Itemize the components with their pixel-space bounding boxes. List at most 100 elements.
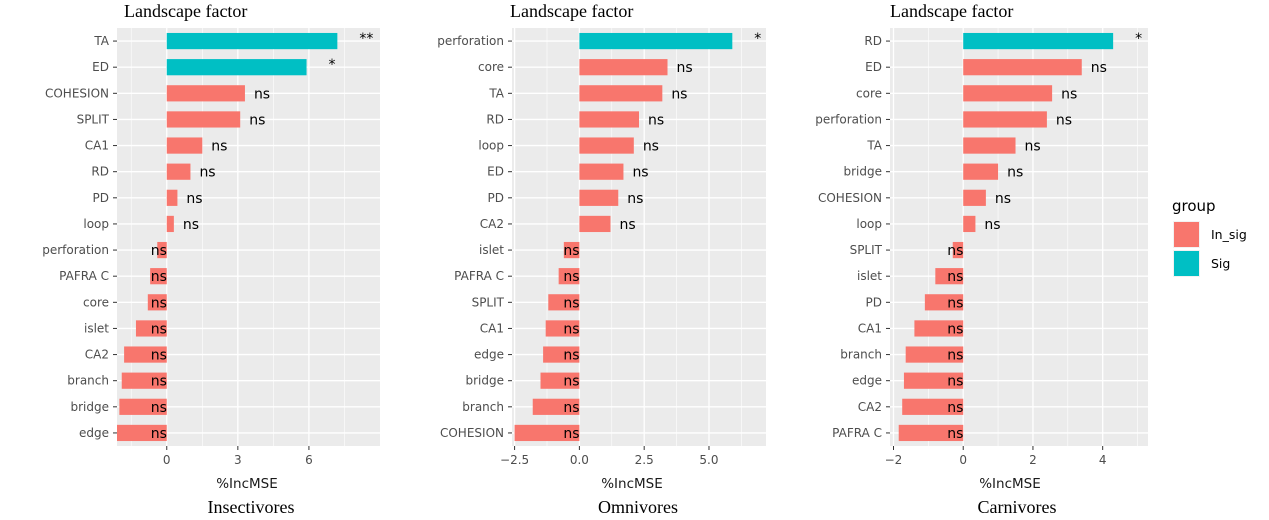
y-tick-label: bridge — [70, 400, 109, 414]
bar-branch — [121, 372, 167, 389]
significance-label: ns — [151, 269, 167, 285]
significance-label: ns — [563, 400, 579, 416]
y-tick-label: TA — [93, 34, 109, 48]
significance-label: ns — [563, 348, 579, 364]
y-tick-label: loop — [478, 139, 504, 153]
y-tick-label: core — [83, 295, 109, 309]
bar-pd — [579, 189, 619, 206]
significance-label: ns — [947, 321, 963, 337]
y-tick-label: perforation — [437, 34, 504, 48]
y-tick-label: SPLIT — [472, 295, 505, 309]
significance-label: ns — [563, 321, 579, 337]
y-tick-label: edge — [852, 374, 882, 388]
y-tick-label: branch — [67, 374, 109, 388]
significance-label: ns — [183, 217, 199, 233]
x-tick-label: 2.5 — [635, 453, 654, 467]
significance-label: ns — [619, 217, 635, 233]
significance-label: ns — [249, 112, 265, 128]
y-tick-label: loop — [856, 217, 882, 231]
bar-pafra-c — [150, 268, 167, 285]
bar-rd — [166, 163, 191, 180]
bar-islet — [935, 268, 964, 285]
bar-islet — [563, 241, 580, 259]
bar-bridge — [540, 372, 580, 389]
significance-label: ns — [947, 295, 963, 311]
y-tick-label: TA — [488, 86, 504, 100]
bar-bridge — [119, 398, 167, 415]
y-tick-label: PAFRA C — [832, 426, 882, 440]
bar-islet — [135, 320, 167, 337]
legend-label: Sig — [1211, 256, 1230, 271]
legend-swatch-in-sig — [1174, 222, 1199, 247]
bar-ed — [579, 163, 624, 180]
panel-title: Landscape factor — [890, 1, 1013, 21]
bar-edge — [543, 346, 580, 363]
y-tick-label: PAFRA C — [59, 269, 109, 283]
x-axis-label: %IncMSE — [601, 476, 663, 492]
bar-loop — [579, 137, 634, 154]
significance-label: * — [754, 31, 761, 47]
y-tick-label: CA2 — [480, 217, 504, 231]
bar-pd — [924, 294, 964, 311]
bar-ca2 — [124, 346, 167, 363]
significance-label: ns — [1091, 60, 1107, 76]
significance-label: ns — [186, 191, 202, 207]
x-tick-label: −2.5 — [500, 453, 529, 467]
y-tick-label: ED — [487, 165, 504, 179]
bar-pafra-c — [558, 268, 580, 285]
bar-ca1 — [545, 320, 580, 337]
significance-label: ns — [151, 400, 167, 416]
bar-ca1 — [166, 137, 203, 154]
x-tick-label: 3 — [234, 453, 242, 467]
bar-split — [166, 111, 241, 128]
significance-label: ns — [648, 112, 664, 128]
y-tick-label: RD — [91, 165, 109, 179]
y-tick-label: CA1 — [858, 321, 882, 335]
significance-label: ns — [632, 165, 648, 181]
panel-caption: Omnivores — [598, 497, 678, 517]
significance-label: ns — [151, 426, 167, 442]
significance-label: ns — [947, 269, 963, 285]
bar-ca2 — [902, 398, 964, 415]
significance-label: ns — [563, 295, 579, 311]
significance-label: ns — [151, 295, 167, 311]
significance-label: ns — [947, 243, 963, 259]
significance-label: ns — [254, 86, 270, 102]
y-tick-label: ED — [92, 60, 109, 74]
x-tick-label: 0 — [163, 453, 171, 467]
legend-title: group — [1172, 197, 1216, 215]
significance-label: * — [329, 57, 336, 73]
panel-caption: Carnivores — [978, 497, 1057, 517]
significance-label: * — [1135, 31, 1142, 47]
y-tick-label: perforation — [815, 112, 882, 126]
bar-branch — [532, 398, 580, 415]
panel-3: *nsnsnsnsnsnsnsnsnsnsnsnsnsnsnsRDEDcorep… — [815, 1, 1148, 517]
y-tick-label: bridge — [465, 374, 504, 388]
significance-label: ns — [563, 426, 579, 442]
bar-pafra-c — [898, 424, 964, 442]
y-tick-label: islet — [479, 243, 504, 257]
bar-loop — [963, 215, 976, 233]
bar-edge — [117, 424, 167, 442]
significance-label: ns — [1025, 139, 1041, 155]
y-tick-label: COHESION — [440, 426, 504, 440]
y-tick-label: RD — [864, 34, 882, 48]
y-tick-label: core — [478, 60, 504, 74]
significance-label: ns — [151, 243, 167, 259]
bar-cohesion — [166, 85, 245, 102]
bar-ta — [166, 32, 338, 50]
significance-label: ns — [643, 139, 659, 155]
y-tick-label: PD — [866, 295, 882, 309]
bar-perforation — [963, 111, 1047, 128]
bar-cohesion — [963, 189, 986, 206]
y-tick-label: perforation — [42, 243, 109, 257]
panel-2: *nsnsnsnsnsnsnsnsnsnsnsnsnsnsnsperforati… — [437, 1, 766, 517]
y-tick-label: RD — [486, 112, 504, 126]
significance-label: ns — [1061, 86, 1077, 102]
y-tick-label: CA1 — [85, 139, 109, 153]
bar-ta — [579, 85, 663, 102]
y-tick-label: bridge — [843, 165, 882, 179]
significance-label: ns — [563, 269, 579, 285]
panel-title: Landscape factor — [510, 1, 633, 21]
y-tick-label: TA — [866, 139, 882, 153]
